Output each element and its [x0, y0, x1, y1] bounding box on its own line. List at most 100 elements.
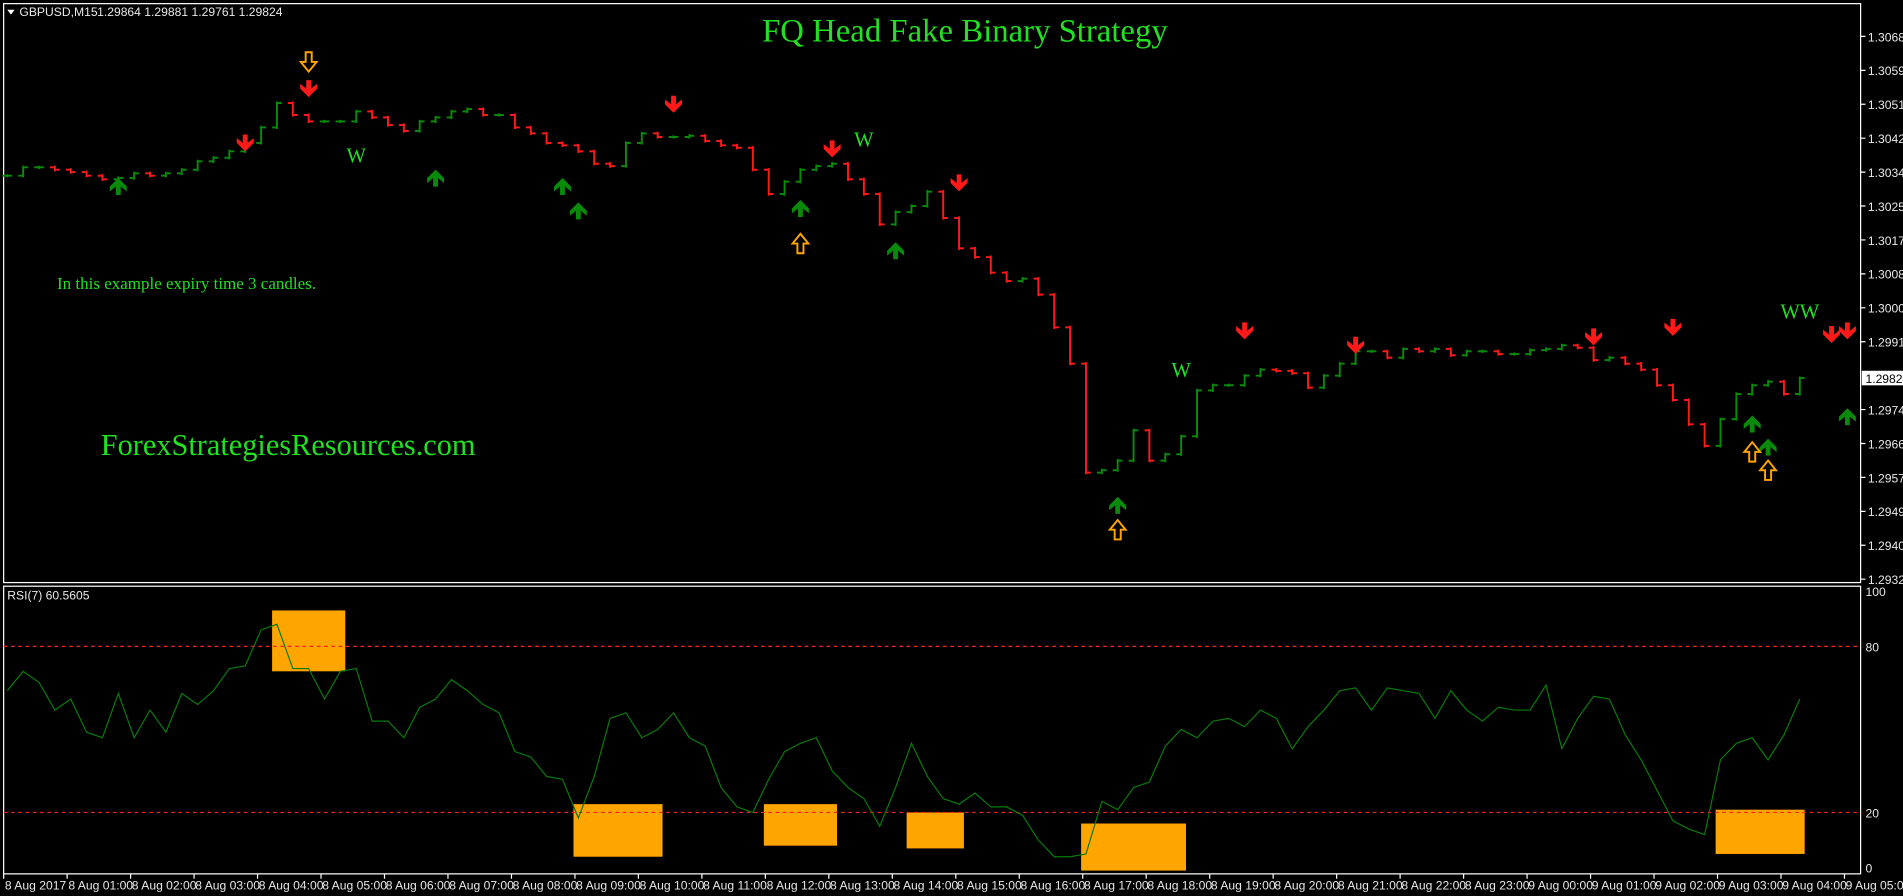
time-tick-label: 8 Aug 09:00: [576, 879, 641, 893]
price-bar: [1366, 349, 1377, 353]
w-pattern-label: W: [854, 130, 874, 152]
time-tick-label: 8 Aug 14:00: [894, 879, 959, 893]
price-tick-label: 1.30680: [1868, 30, 1903, 44]
sell-arrow-icon: [1347, 336, 1365, 354]
ohlc-readout: 1.29864 1.29881 1.29761 1.29824: [97, 5, 283, 19]
price-bar: [129, 171, 140, 180]
price-bar: [1668, 383, 1678, 402]
rsi-highlight-box: [1081, 823, 1187, 871]
price-bar: [1017, 277, 1028, 283]
price-bar: [1065, 325, 1075, 366]
price-bar: [1509, 352, 1520, 356]
price-bar: [383, 115, 393, 127]
time-tick-label: 9 Aug 05:00: [1846, 879, 1903, 893]
price-bar: [1192, 388, 1202, 438]
buy-arrow-icon: [887, 242, 905, 260]
buy-arrow-icon: [569, 202, 587, 220]
sell-arrow-icon: [300, 80, 318, 98]
time-tick-label: 8 Aug 08:00: [513, 879, 578, 893]
price-bar: [1572, 343, 1583, 350]
hollow-up-arrow-icon: [1758, 458, 1779, 481]
time-tick-label: 9 Aug 03:00: [1719, 879, 1784, 893]
time-tick-label: 8 Aug 20:00: [1274, 879, 1339, 893]
symbol-timeframe: GBPUSD,M15: [19, 5, 97, 19]
dropdown-triangle-icon[interactable]: [7, 9, 15, 15]
rsi-highlight-box: [906, 812, 964, 849]
hollow-up-arrow-icon: [790, 232, 811, 255]
price-bar: [827, 162, 838, 168]
price-bar: [1731, 392, 1742, 421]
price-tick-label: 1.30595: [1868, 64, 1903, 78]
price-tick-label: 1.29575: [1868, 471, 1903, 485]
price-bar: [922, 190, 933, 208]
price-bar: [811, 164, 822, 172]
price-tick-label: 1.30425: [1868, 132, 1903, 146]
price-tick-label: 1.30255: [1868, 200, 1903, 214]
rsi-tick-label: 100: [1865, 585, 1885, 599]
time-tick-label: 9 Aug 01:00: [1592, 879, 1657, 893]
price-bar: [1303, 371, 1313, 390]
price-bar: [1208, 383, 1218, 393]
time-tick-label: 8 Aug 21:00: [1338, 879, 1403, 893]
price-bar: [351, 109, 362, 124]
price-bar: [1398, 347, 1409, 360]
price-bar: [161, 171, 171, 178]
time-tick-label: 8 Aug 11:00: [703, 879, 767, 893]
time-tick-label: 8 Aug 15:00: [957, 879, 1022, 893]
price-bar: [1461, 349, 1472, 357]
price-bar: [938, 190, 949, 220]
buy-arrow-icon: [1838, 408, 1856, 426]
price-tick-label: 1.30000: [1868, 302, 1903, 316]
price-bar: [589, 149, 600, 166]
price-bar: [2, 174, 13, 178]
price-bar: [605, 162, 615, 168]
rsi-line: [6, 623, 1801, 858]
price-bar: [1683, 398, 1694, 426]
price-bar: [287, 101, 298, 117]
hollow-down-arrow-icon: [298, 51, 319, 74]
time-tick-label: 9 Aug 00:00: [1528, 879, 1593, 893]
price-bar: [1794, 376, 1805, 396]
price-bar: [732, 143, 742, 150]
price-bar: [1763, 380, 1773, 387]
price-bar: [1414, 347, 1424, 353]
rsi-tick-label: 0: [1865, 862, 1872, 876]
price-bar: [859, 177, 869, 196]
time-tick-label: 8 Aug 06:00: [386, 879, 451, 893]
price-bar: [557, 141, 568, 147]
price-bar: [462, 107, 473, 114]
price-bar: [1493, 349, 1504, 356]
buy-arrow-icon: [109, 178, 127, 195]
price-bar: [145, 171, 155, 178]
price-bar: [541, 131, 552, 145]
price-bar: [573, 143, 584, 153]
price-bar: [1620, 356, 1631, 366]
price-bar: [1271, 368, 1282, 373]
price-bar: [1001, 271, 1012, 283]
price-tick-label: 1.29320: [1868, 573, 1903, 587]
price-tick-label: 1.29660: [1868, 437, 1903, 451]
price-bar: [1715, 417, 1726, 448]
time-tick-label: 8 Aug 2017: [5, 879, 67, 893]
price-bar: [414, 119, 425, 133]
price-tick-label: 1.30340: [1868, 166, 1903, 180]
rsi-highlight-box: [1715, 809, 1805, 854]
price-bar: [1636, 362, 1647, 372]
w-pattern-label: W: [1171, 360, 1191, 382]
price-bar: [65, 168, 76, 174]
price-bar: [985, 255, 996, 275]
price-bar: [1319, 374, 1329, 390]
sell-arrow-icon: [1585, 328, 1603, 346]
rsi-label: RSI(7) 60.5605: [7, 589, 89, 603]
time-tick-label: 8 Aug 13:00: [830, 879, 895, 893]
buy-arrow-icon: [791, 199, 809, 217]
price-bar: [176, 168, 187, 175]
buy-arrow-icon: [1759, 438, 1777, 456]
price-bar: [1430, 347, 1440, 353]
time-tick-label: 8 Aug 17:00: [1084, 879, 1149, 893]
price-bar: [319, 119, 330, 124]
time-tick-label: 8 Aug 07:00: [449, 879, 514, 893]
